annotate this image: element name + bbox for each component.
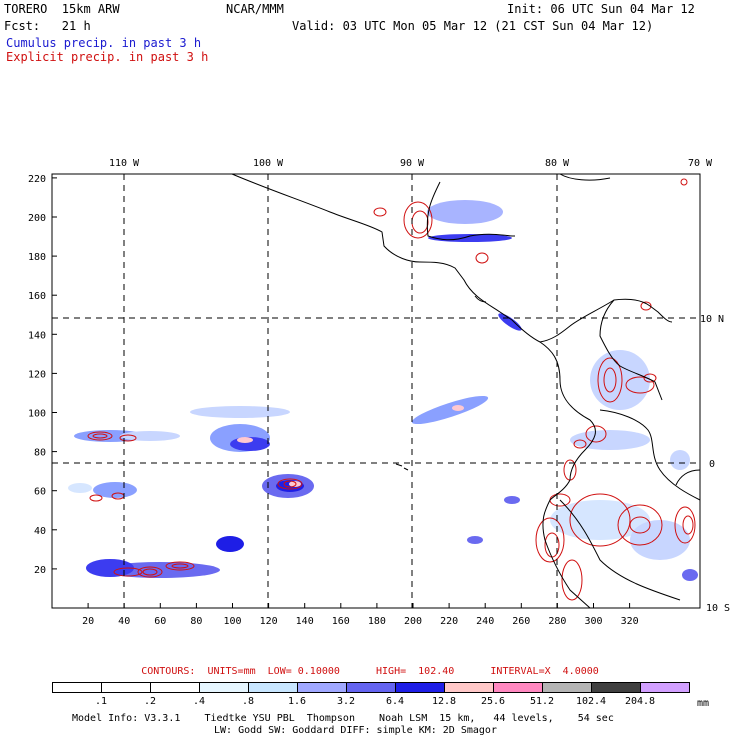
x-index-label: 120 bbox=[260, 616, 278, 627]
legend-label: 204.8 bbox=[624, 696, 656, 707]
y-index-label: 120 bbox=[28, 369, 46, 380]
legend-label: .8 bbox=[241, 696, 255, 707]
y-index-label: 100 bbox=[28, 409, 46, 420]
legend-swatch bbox=[52, 682, 102, 693]
legend-label: 12.8 bbox=[431, 696, 457, 707]
legend-swatch bbox=[297, 682, 347, 693]
y-index-label: 20 bbox=[34, 565, 46, 576]
lon-label-100w: 100 W bbox=[253, 158, 284, 169]
lon-label-70w: 70 W bbox=[688, 158, 713, 169]
y-index-label: 140 bbox=[28, 330, 46, 341]
coastlines bbox=[231, 173, 701, 609]
x-index-label: 200 bbox=[404, 616, 422, 627]
legend-swatches bbox=[52, 682, 690, 693]
legend-label: .1 bbox=[94, 696, 108, 707]
legend-label: .4 bbox=[192, 696, 206, 707]
explicit-legend: Explicit precip. in past 3 h bbox=[6, 50, 209, 64]
cumulus-legend: Cumulus precip. in past 3 h bbox=[6, 36, 202, 50]
legend-label: 3.2 bbox=[336, 696, 356, 707]
map-frame bbox=[51, 173, 701, 609]
x-index-label: 20 bbox=[82, 616, 94, 627]
legend-swatch bbox=[542, 682, 592, 693]
lat-lon-grid bbox=[52, 174, 700, 608]
x-index-label: 100 bbox=[223, 616, 241, 627]
legend-swatch bbox=[395, 682, 445, 693]
legend-swatch bbox=[591, 682, 641, 693]
legend-label: 25.6 bbox=[480, 696, 506, 707]
y-index-label: 40 bbox=[34, 526, 46, 537]
lat-label-10s: 10 S bbox=[706, 603, 730, 614]
legend-swatch bbox=[150, 682, 200, 693]
lat-label-0: 0 bbox=[709, 459, 715, 470]
org-label: NCAR/MMM bbox=[226, 2, 284, 16]
legend-label: 1.6 bbox=[287, 696, 307, 707]
legend-swatch bbox=[493, 682, 543, 693]
valid-time: Valid: 03 UTC Mon 05 Mar 12 (21 CST Sun … bbox=[292, 19, 654, 33]
x-index-label: 40 bbox=[118, 616, 130, 627]
x-index-label: 140 bbox=[296, 616, 314, 627]
x-index-label: 220 bbox=[440, 616, 458, 627]
model-info: Model Info: V3.3.1 Tiedtke YSU PBL Thomp… bbox=[72, 713, 614, 724]
model-title: TORERO 15km ARW bbox=[4, 2, 120, 16]
lon-label-110w: 110 W bbox=[109, 158, 140, 169]
x-index-labels: 20 40 60 80 100 120 140 160 180 200 220 240 260 280 30… bbox=[82, 616, 639, 627]
model-physics: LW: Godd SW: Goddard DIFF: simple KM: 2D… bbox=[214, 725, 497, 736]
x-index-label: 80 bbox=[190, 616, 202, 627]
legend-swatch bbox=[444, 682, 494, 693]
x-index-label: 260 bbox=[512, 616, 530, 627]
lon-label-90w: 90 W bbox=[400, 158, 425, 169]
contour-info: CONTOURS: UNITS=mm LOW= 0.10000 HIGH= 10… bbox=[141, 666, 599, 677]
y-index-label: 160 bbox=[28, 291, 46, 302]
y-index-label: 200 bbox=[28, 213, 46, 224]
latitude-labels: 10 N 0 10 S bbox=[700, 314, 730, 614]
x-index-label: 300 bbox=[584, 616, 602, 627]
legend-swatch bbox=[346, 682, 396, 693]
heavy-precip-cores bbox=[237, 405, 464, 487]
color-legend bbox=[52, 682, 690, 693]
init-time: Init: 06 UTC Sun 04 Mar 12 bbox=[507, 2, 695, 16]
y-index-label: 80 bbox=[34, 448, 46, 459]
explicit-precip-contours bbox=[87, 178, 696, 601]
legend-label: 51.2 bbox=[529, 696, 555, 707]
x-index-label: 240 bbox=[476, 616, 494, 627]
legend-label: 102.4 bbox=[575, 696, 607, 707]
legend-swatch bbox=[199, 682, 249, 693]
x-index-label: 320 bbox=[621, 616, 639, 627]
legend-swatch bbox=[640, 682, 690, 693]
x-index-label: 60 bbox=[154, 616, 166, 627]
legend-swatch bbox=[101, 682, 151, 693]
y-index-labels: 20 40 60 80 100 120 140 160 180 200 220 bbox=[28, 174, 46, 576]
cumulus-precip bbox=[68, 200, 698, 581]
y-index-label: 60 bbox=[34, 487, 46, 498]
axis-ticks bbox=[52, 177, 631, 608]
x-index-label: 180 bbox=[368, 616, 386, 627]
x-index-label: 280 bbox=[548, 616, 566, 627]
lat-label-10n: 10 N bbox=[700, 314, 724, 325]
y-index-label: 180 bbox=[28, 252, 46, 263]
y-index-label: 220 bbox=[28, 174, 46, 185]
legend-label: .2 bbox=[143, 696, 157, 707]
longitude-labels: 110 W 100 W 90 W 80 W 70 W bbox=[109, 158, 713, 169]
legend-units: mm bbox=[697, 698, 710, 709]
forecast-hour: Fcst: 21 h bbox=[4, 19, 91, 33]
lon-label-80w: 80 W bbox=[545, 158, 570, 169]
x-index-label: 160 bbox=[332, 616, 350, 627]
legend-swatch bbox=[248, 682, 298, 693]
legend-label: 6.4 bbox=[385, 696, 405, 707]
